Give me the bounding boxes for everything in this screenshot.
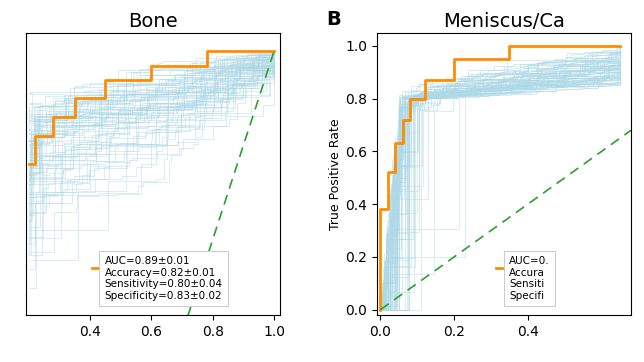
Text: B: B <box>326 10 341 29</box>
Text: AUC=0.89±0.01
Accuracy=0.82±0.01
Sensitivity=0.80±0.04
Specificity=0.83±0.02: AUC=0.89±0.01 Accuracy=0.82±0.01 Sensiti… <box>104 256 223 301</box>
Title: Bone: Bone <box>128 12 178 31</box>
Title: Meniscus/Ca: Meniscus/Ca <box>443 12 565 31</box>
Y-axis label: True Positive Rate: True Positive Rate <box>329 118 342 230</box>
Text: AUC=0.
Accura
Sensiti
Specifi: AUC=0. Accura Sensiti Specifi <box>509 256 550 301</box>
